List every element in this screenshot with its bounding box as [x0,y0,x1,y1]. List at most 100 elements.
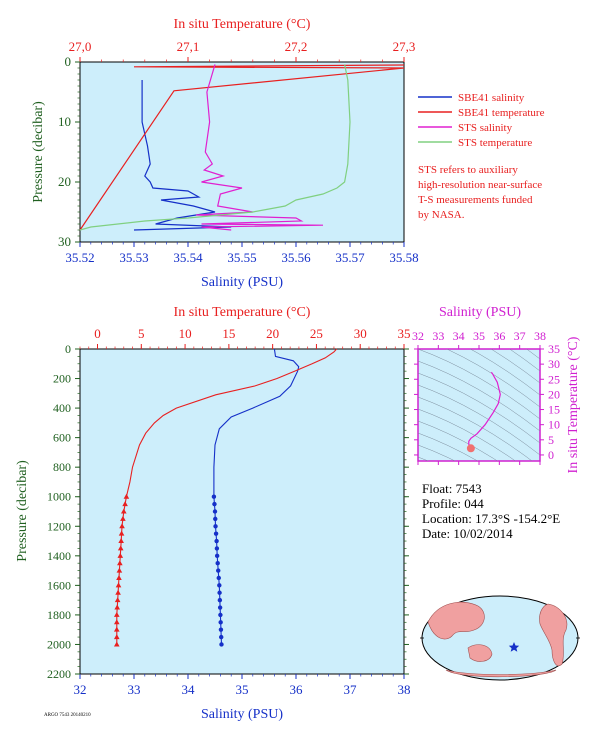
profile-pressure-axis-title: Pressure (decibar) [15,460,30,562]
salinity-marker [217,583,222,588]
salinity-marker [212,509,218,514]
profile-pressure-tick-label: 1800 [47,608,71,622]
profile-plot-area [79,348,405,675]
top-temperature-tick-label: 27,0 [69,39,92,54]
profile-pressure-tick-label: 1600 [47,578,71,592]
salinity-marker [217,605,223,610]
float-id: Float: 7543 [422,481,482,496]
profile-ticks-group: 32 33 34 35 36 37 38 0 5 10 15 20 25 30 35 0 200 400 600 80… [47,326,411,697]
temperature-marker [117,545,124,551]
profile-panel: 32 33 34 35 36 37 38 0 5 10 15 20 25 30 35 0 200 400 600 80… [15,305,411,722]
profile-pressure-tick-label: 1000 [47,490,71,504]
profile-salinity-tick-label: 33 [128,682,141,697]
ts-salinity-tick-label: 32 [412,329,424,343]
top-temperature-tick-label: 27,3 [393,39,416,54]
top-salinity-axis-title: Salinity (PSU) [201,275,283,290]
ts-salinity-tick-label: 34 [453,329,465,343]
temperature-marker [114,597,121,603]
temperature-marker [116,574,122,580]
salinity-marker [218,612,223,618]
note-line-1: STS refers to auxiliary [418,164,518,176]
profile-pressure-tick-label: 1200 [47,519,71,533]
date: Date: 10/02/2014 [422,526,513,541]
ts-deep-cluster [466,444,475,453]
ts-salinity-tick-label: 36 [493,329,505,343]
profile-temperature-tick-label: 35 [398,326,411,341]
legend-label-4: STS temperature [458,137,532,149]
density-contour [469,349,540,396]
top-salinity-tick-label: 35.58 [389,250,418,265]
top-temperature-tick-label: 27,2 [285,39,308,54]
density-contour [418,360,540,432]
top-series-line-4 [79,64,351,231]
note-line-3: T-S measurements funded [418,194,533,206]
ts-temperature-tick-label: 0 [548,448,554,462]
density-contour [418,420,498,461]
profile-salinity-tick-label: 38 [398,682,411,697]
salinity-marker [214,553,220,559]
salinity-marker [217,597,223,603]
map-land-australia [467,644,493,662]
temperature-marker [120,508,127,514]
profile-temperature-tick-label: 20 [266,326,279,341]
top-salinity-tick-label: 35.55 [227,250,256,265]
density-contour [509,349,540,372]
temperature-marker [117,560,123,566]
ts-curve [468,371,501,449]
profile-pressure-tick-label: 2200 [47,667,71,681]
profile-temperature-tick-label: 10 [179,326,192,341]
profile-pressure-tick-label: 400 [53,401,71,415]
density-contour [418,444,456,461]
temperature-marker [115,582,122,588]
ts-temperature-tick-label: 30 [548,357,560,371]
temperature-marker [118,530,125,536]
ts-temperature-tick-label: 25 [548,372,560,386]
ts-series-group [466,371,501,453]
density-contour [418,408,516,461]
map-land-asia [427,601,485,640]
top-panel: 35.52 35.53 35.54 35.55 35.56 35.57 35.58 27,0 2… [31,17,419,290]
footer-id: ARGO 7543 20140210 [44,713,91,718]
density-contour [418,396,533,461]
top-plot-area [79,61,405,243]
temperature-marker [117,552,124,558]
top-pressure-tick-label: 30 [58,234,71,249]
top-series-group [79,64,405,231]
profile-temperature-tick-label: 30 [354,326,367,341]
ts-salinity-tick-label: 38 [534,329,546,343]
ts-temperature-tick-label: 20 [548,387,560,401]
profile-pressure-tick-label: 0 [65,342,71,356]
temperature-marker [122,501,128,507]
density-contour [418,372,540,444]
profile-pressure-tick-label: 1400 [47,549,71,563]
salinity-marker [214,538,219,544]
temperature-marker [116,567,123,573]
top-salinity-tick-label: 35.52 [65,250,94,265]
profile-salinity-tick-label: 35 [236,682,249,697]
temperature-marker [118,538,124,544]
salinity-marker [219,634,224,640]
profile-salinity-tick-label: 36 [290,682,304,697]
ts-temperature-axis-title: In situ Temperature (°C) [566,336,581,473]
top-pressure-tick-label: 20 [58,174,71,189]
temperature-marker [114,604,121,610]
profile-salinity-tick-label: 34 [182,682,196,697]
top-temperature-axis-title: In situ Temperature (°C) [174,17,311,32]
temperature-marker [113,634,120,640]
top-salinity-tick-label: 35.54 [173,250,203,265]
top-ticks-group: 35.52 35.53 35.54 35.55 35.56 35.57 35.58 27,0 2… [58,39,419,265]
salinity-marker [217,590,222,595]
profile-pressure-tick-label: 2000 [47,637,71,651]
map-land-antarctica [445,669,557,678]
top-series-line-1 [133,80,232,231]
note-line-4: by NASA. [418,209,465,221]
profile-pressure-tick-label: 800 [53,460,71,474]
salinity-marker [216,575,221,581]
note-line-2: high-resolution near-surface [418,179,542,191]
top-series-line-2 [79,64,405,231]
ts-temperature-tick-label: 5 [548,433,554,447]
density-contour [446,349,540,408]
salinity-marker [218,627,224,632]
